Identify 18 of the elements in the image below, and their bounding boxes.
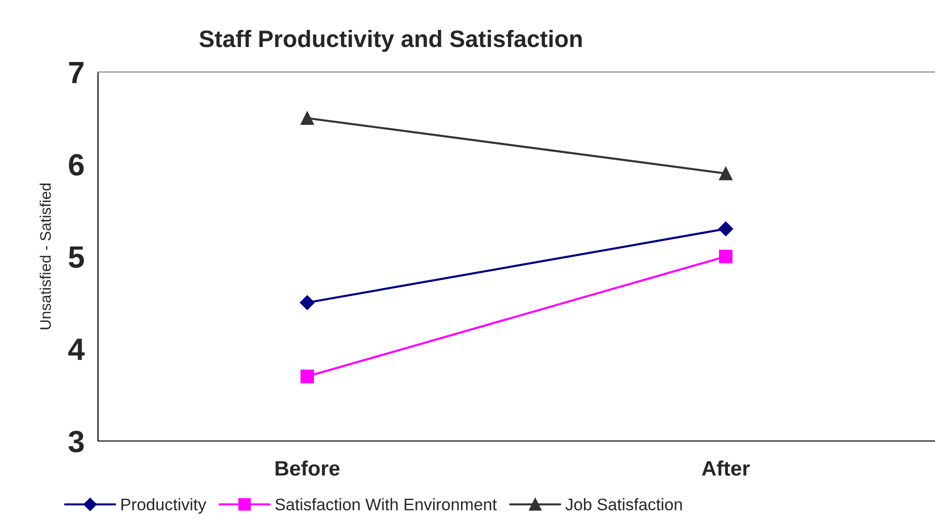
legend-label: Job Satisfaction xyxy=(565,498,682,510)
y-tick-label: 7 xyxy=(69,62,84,84)
y-tick-label: 4 xyxy=(68,338,85,360)
point xyxy=(300,295,315,310)
point xyxy=(718,166,733,180)
legend-label: Productivity xyxy=(121,498,206,514)
y-axis-title: Unsatisfied - Satisfied xyxy=(40,184,51,330)
chart-title: Staff Productivity and Satisfaction xyxy=(199,30,582,52)
y-tick-label: 5 xyxy=(68,246,84,268)
x-tick-label: After xyxy=(702,460,750,476)
legend-label: Satisfaction With Environment xyxy=(275,498,497,510)
point xyxy=(718,221,734,236)
point xyxy=(718,250,733,264)
y-tick-label: 6 xyxy=(68,154,84,176)
point xyxy=(300,370,314,384)
x-tick-label: Before xyxy=(276,460,340,476)
point xyxy=(300,111,314,125)
y-tick-label: 3 xyxy=(68,430,84,452)
